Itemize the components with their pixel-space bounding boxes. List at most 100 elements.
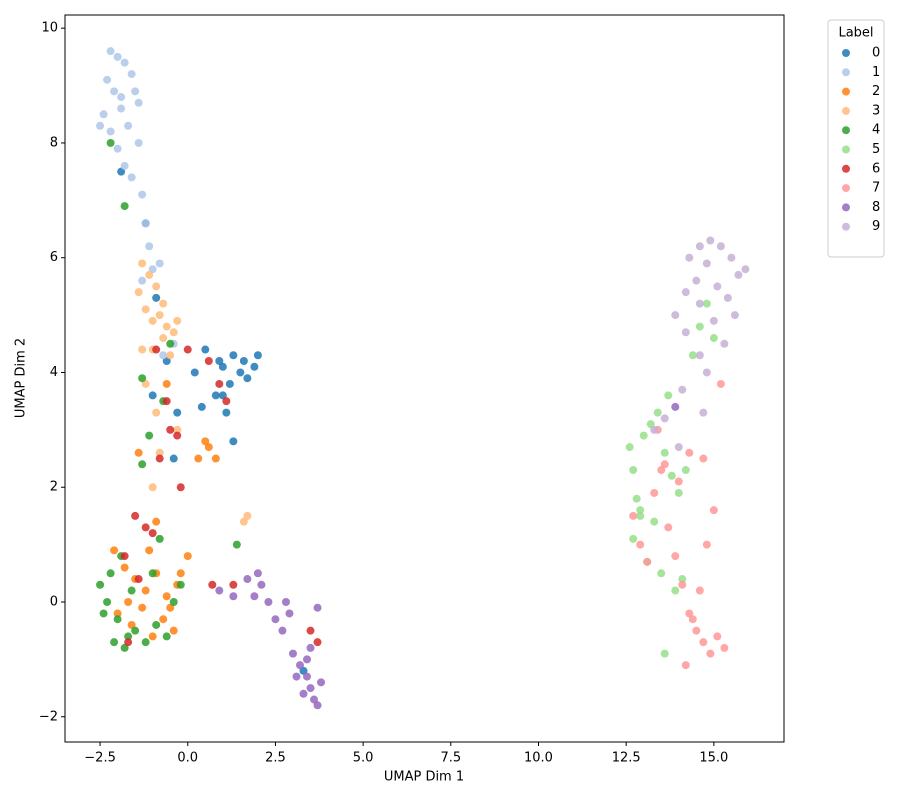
point: [145, 242, 154, 251]
point: [706, 649, 715, 658]
point: [232, 540, 241, 549]
point: [650, 425, 659, 434]
legend-label: 2: [872, 84, 880, 99]
point: [660, 649, 669, 658]
plot-frame: [64, 14, 785, 743]
point: [229, 351, 238, 360]
point: [194, 454, 203, 463]
point: [239, 356, 248, 365]
point: [709, 316, 718, 325]
point: [250, 592, 259, 601]
point: [162, 356, 171, 365]
point: [253, 569, 262, 578]
point: [720, 339, 729, 348]
point: [138, 190, 147, 199]
point: [166, 603, 175, 612]
point: [134, 575, 143, 584]
point: [699, 638, 708, 647]
legend-title: Label: [838, 26, 873, 41]
point: [723, 293, 732, 302]
point: [141, 219, 150, 228]
x-tick-label: 10.0: [524, 751, 553, 766]
point: [176, 483, 185, 492]
point: [141, 523, 150, 532]
point: [720, 643, 729, 652]
point: [173, 316, 182, 325]
point: [657, 569, 666, 578]
point: [197, 402, 206, 411]
point: [141, 305, 150, 314]
x-tick-label: 5.0: [353, 751, 374, 766]
point: [159, 299, 168, 308]
point: [117, 167, 126, 176]
point: [632, 494, 641, 503]
legend-label: 3: [872, 103, 880, 118]
point: [148, 391, 157, 400]
y-tick-label: −2: [39, 709, 58, 724]
point: [685, 448, 694, 457]
point: [145, 270, 154, 279]
point: [204, 356, 213, 365]
point: [695, 242, 704, 251]
x-tick-label: 15.0: [699, 751, 728, 766]
point: [173, 408, 182, 417]
point: [229, 580, 238, 589]
point: [201, 437, 210, 446]
point: [103, 597, 112, 606]
point: [99, 110, 108, 119]
point: [702, 259, 711, 268]
point: [678, 575, 687, 584]
point: [204, 443, 213, 452]
point: [250, 362, 259, 371]
point: [211, 391, 220, 400]
point: [218, 391, 227, 400]
point: [299, 666, 308, 675]
point: [257, 580, 266, 589]
point: [692, 626, 701, 635]
point: [674, 488, 683, 497]
point: [117, 104, 126, 113]
point: [671, 311, 680, 320]
point: [678, 385, 687, 394]
point: [671, 552, 680, 561]
point: [141, 638, 150, 647]
point: [152, 620, 161, 629]
legend-marker: [842, 87, 850, 96]
point: [313, 638, 322, 647]
point: [169, 454, 178, 463]
point: [285, 609, 294, 618]
point: [166, 425, 175, 434]
point: [106, 138, 115, 147]
point: [131, 626, 140, 635]
point: [148, 569, 157, 578]
point: [281, 597, 290, 606]
point: [243, 374, 252, 383]
point: [110, 87, 119, 96]
point: [120, 552, 129, 561]
point: [141, 379, 150, 388]
legend-label: 8: [872, 200, 880, 215]
point: [264, 597, 273, 606]
point: [295, 661, 304, 670]
point: [99, 609, 108, 618]
point: [215, 586, 224, 595]
point: [120, 161, 129, 170]
point: [650, 488, 659, 497]
point: [660, 448, 669, 457]
point: [127, 70, 136, 79]
point: [131, 87, 140, 96]
point: [103, 75, 112, 84]
point: [148, 316, 157, 325]
point: [162, 632, 171, 641]
legend-marker: [842, 126, 850, 135]
point: [218, 362, 227, 371]
point: [120, 563, 129, 572]
point: [688, 351, 697, 360]
point: [222, 408, 231, 417]
point: [222, 397, 231, 406]
legend-marker: [842, 106, 850, 115]
point: [671, 586, 680, 595]
legend-label: 7: [872, 181, 880, 196]
point: [159, 334, 168, 343]
